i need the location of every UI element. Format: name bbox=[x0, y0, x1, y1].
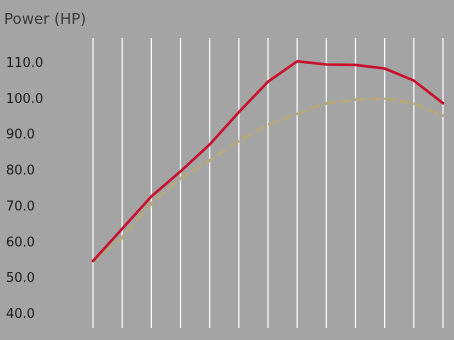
series-solid-line bbox=[91, 59, 445, 263]
series-layer bbox=[91, 59, 445, 263]
y-tick-label: 70.0 bbox=[6, 199, 35, 214]
y-tick-label: 80.0 bbox=[6, 164, 35, 179]
y-tick-label: 100.0 bbox=[6, 92, 43, 107]
y-axis-ticks: 110.0 100.0 90.0 80.0 70.0 60.0 50.0 40.0 bbox=[6, 56, 43, 322]
y-tick-label: 110.0 bbox=[6, 56, 43, 71]
series-dashed-line bbox=[91, 97, 445, 263]
y-tick-label: 40.0 bbox=[6, 307, 35, 322]
y-tick-label: 60.0 bbox=[6, 235, 35, 250]
vertical-gridlines bbox=[92, 38, 444, 328]
y-axis-label: Power (HP) bbox=[4, 10, 86, 28]
y-tick-label: 50.0 bbox=[6, 271, 35, 286]
y-tick-label: 90.0 bbox=[6, 128, 35, 143]
